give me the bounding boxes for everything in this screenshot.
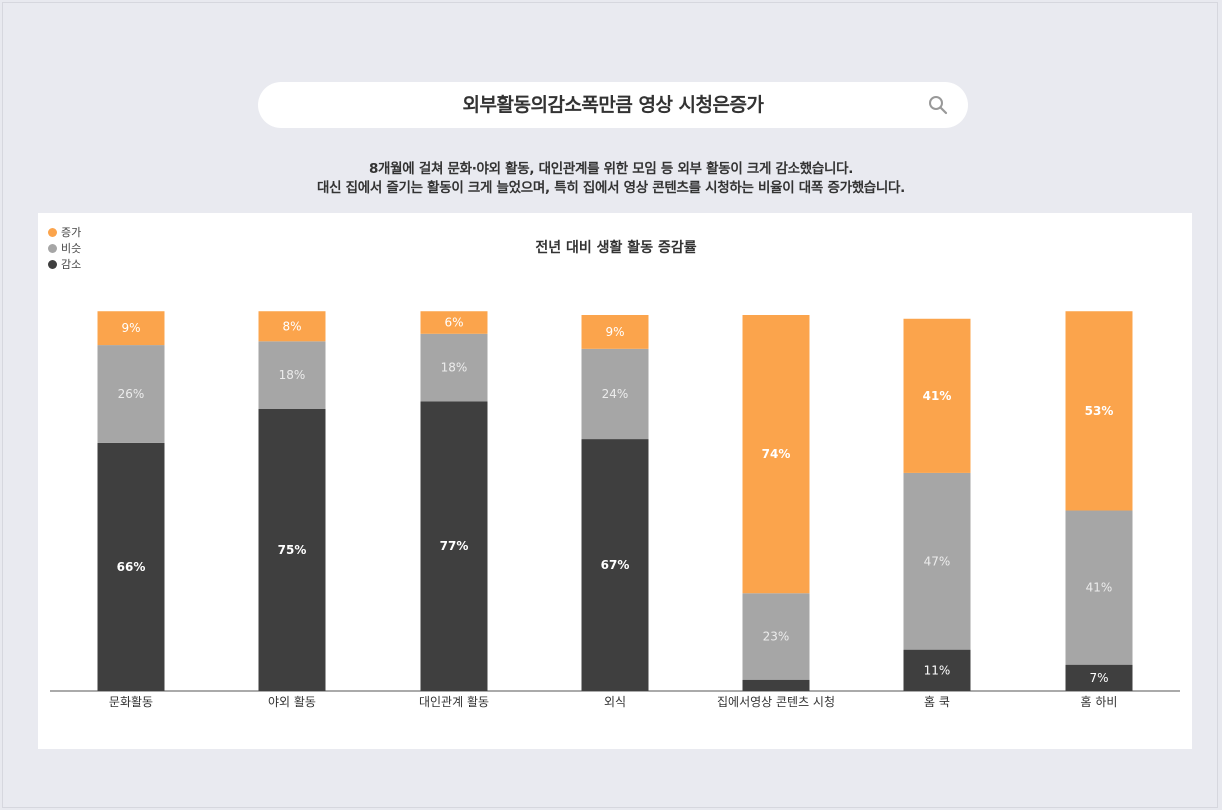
legend-swatch (48, 243, 57, 253)
legend-item-increase: 증가 (48, 224, 81, 240)
bar-segment-decrease (1065, 664, 1133, 691)
data-label-increase: 74% (762, 447, 791, 461)
legend-swatch (48, 227, 57, 237)
legend-swatch (48, 259, 57, 269)
x-tick-label: 대인관계 활동 (419, 695, 489, 709)
data-label-increase: 9% (121, 321, 140, 335)
bar-segment-similar (1065, 510, 1133, 665)
legend-item-similar: 비슷 (48, 240, 81, 256)
data-label-similar: 18% (441, 361, 468, 375)
search-title: 외부활동의감소폭만큼 영상 시청은증가 (462, 94, 764, 116)
bar-segment-decrease (258, 409, 326, 691)
bar-segment-similar (97, 345, 165, 443)
subtitle-line-2: 대신 집에서 즐기는 활동이 크게 늘었으며, 특히 집에서 영상 콘텐츠를 시… (316, 180, 906, 196)
bar-segment-increase (581, 315, 649, 349)
x-tick-label: 야외 활동 (268, 695, 316, 709)
bar-segment-increase (420, 311, 488, 334)
bar-segment-similar (742, 593, 810, 680)
data-label-increase: 6% (444, 316, 463, 330)
chart-panel: 전년 대비 생활 활동 증감률 66% 26% 9% 문화활동 75% 18% 8% 야외 활… (38, 213, 1192, 749)
chart-title: 전년 대비 생활 활동 증감률 (535, 239, 696, 256)
search-icon[interactable] (928, 95, 948, 115)
bar-segment-increase (742, 315, 810, 594)
bar-segment-decrease (581, 439, 649, 691)
data-label-increase: 53% (1085, 404, 1114, 418)
x-tick-label: 외식 (604, 695, 626, 709)
subtitle-line-1: 8개월에 걸쳐 문화·야외 활동, 대인관계를 위한 모임 등 외부 활동이 크… (368, 161, 854, 177)
bar-segment-decrease (742, 679, 810, 691)
bar-segment-increase (97, 311, 165, 346)
x-tick-label: 문화활동 (109, 695, 153, 709)
data-label-similar: 47% (924, 554, 951, 568)
data-label-decrease: 66% (117, 560, 146, 574)
bar-segment-decrease (420, 401, 488, 691)
stacked-bar-chart: 전년 대비 생활 활동 증감률 66% 26% 9% 문화활동 75% 18% 8% 야외 활… (50, 239, 1180, 709)
data-label-decrease: 7% (1089, 671, 1108, 685)
bar-segment-similar (420, 333, 488, 402)
data-label-similar: 24% (602, 387, 629, 401)
x-tick-label: 집에서영상 콘텐츠 시청 (717, 695, 835, 709)
legend-item-decrease: 감소 (48, 256, 81, 272)
bar-segment-similar (581, 348, 649, 440)
bar-segment-increase (258, 311, 326, 342)
data-label-similar: 26% (118, 387, 145, 401)
data-label-increase: 41% (923, 389, 952, 403)
legend-label: 비슷 (61, 242, 82, 255)
data-label-decrease: 67% (601, 558, 630, 572)
bar-segment-similar (258, 341, 326, 409)
bar-segment-increase (1065, 311, 1133, 511)
data-label-similar: 41% (1086, 581, 1113, 595)
data-label-similar: 18% (279, 368, 306, 382)
data-label-decrease: 75% (278, 543, 307, 557)
x-tick-label: 홈 쿡 (924, 695, 950, 709)
data-label-similar: 23% (763, 629, 790, 643)
x-tick-label: 홈 하비 (1081, 695, 1118, 709)
search-bar[interactable]: 외부활동의감소폭만큼 영상 시청은증가 (258, 82, 968, 128)
legend-label: 감소 (61, 258, 82, 271)
data-label-increase: 8% (282, 319, 301, 333)
data-label-increase: 9% (605, 325, 624, 339)
bar-segment-increase (903, 318, 971, 473)
bar-segment-decrease (97, 442, 165, 691)
data-label-decrease: 77% (440, 539, 469, 553)
bar-segment-decrease (903, 649, 971, 691)
legend-label: 증가 (61, 226, 82, 239)
data-label-decrease: 11% (924, 663, 951, 677)
bar-segment-similar (903, 472, 971, 650)
